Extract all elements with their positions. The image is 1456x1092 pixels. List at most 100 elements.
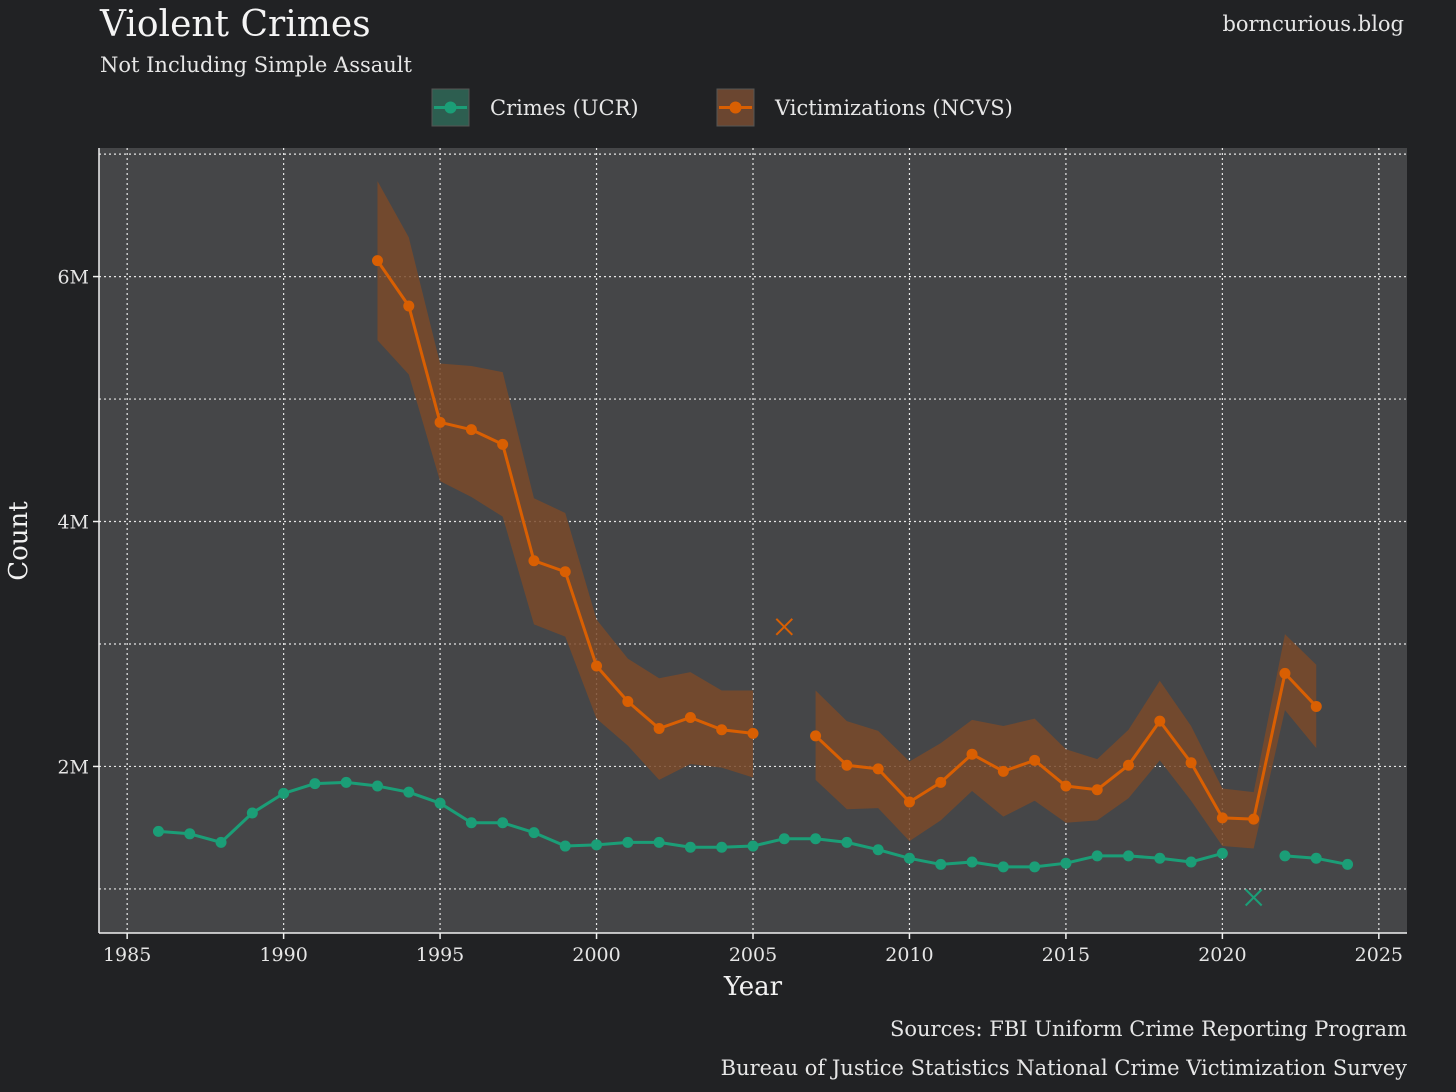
blog-credit: borncurious.blog bbox=[1222, 12, 1404, 36]
y-tick-label: 2M bbox=[57, 756, 89, 778]
ucr-data-point bbox=[684, 841, 696, 853]
x-tick-label: 1995 bbox=[416, 944, 464, 966]
ucr-data-point bbox=[778, 833, 790, 845]
ucr-data-point bbox=[716, 841, 728, 853]
ucr-data-point bbox=[403, 786, 415, 798]
y-axis-title: Count bbox=[4, 501, 34, 581]
ucr-data-point bbox=[528, 827, 540, 839]
ucr-data-point bbox=[246, 807, 258, 819]
ncvs-data-point bbox=[371, 255, 383, 267]
ncvs-data-point bbox=[1091, 784, 1103, 796]
ncvs-data-point bbox=[684, 711, 696, 723]
ncvs-data-point bbox=[1154, 715, 1166, 727]
ucr-data-point bbox=[1342, 858, 1354, 870]
ncvs-data-point bbox=[497, 438, 509, 450]
ucr-data-point bbox=[1029, 861, 1041, 873]
ncvs-data-point bbox=[747, 727, 759, 739]
ncvs-data-point bbox=[1248, 813, 1260, 825]
ucr-data-point bbox=[935, 858, 947, 870]
x-tick-label: 2005 bbox=[729, 944, 777, 966]
ucr-data-point bbox=[184, 828, 196, 840]
y-tick-label: 6M bbox=[57, 267, 89, 289]
y-axis-ticks: 2M 4M 6M bbox=[57, 267, 99, 778]
chart-title: Violent Crimes bbox=[99, 4, 371, 45]
ucr-data-point bbox=[1154, 852, 1166, 864]
ncvs-data-point bbox=[653, 722, 665, 734]
ncvs-confidence-band bbox=[377, 181, 753, 780]
ucr-data-point bbox=[340, 776, 352, 788]
ucr-data-point bbox=[841, 836, 853, 848]
ucr-data-point bbox=[278, 787, 290, 799]
x-tick-label: 2010 bbox=[885, 944, 933, 966]
ucr-data-point bbox=[747, 840, 759, 852]
ncvs-data-point bbox=[1123, 759, 1135, 771]
ucr-data-point bbox=[872, 844, 884, 856]
x-axis-ticks: 1985 1990 1995 2000 2005 2010 2015 2020 2025 bbox=[103, 933, 1403, 966]
ncvs-outlier-marker bbox=[775, 618, 793, 636]
x-axis-title: Year bbox=[723, 972, 783, 1002]
chart-subtitle: Not Including Simple Assault bbox=[100, 53, 413, 77]
ncvs-data-point bbox=[1216, 812, 1228, 824]
ucr-data-point bbox=[215, 836, 227, 848]
ucr-data-point bbox=[903, 852, 915, 864]
ncvs-data-point bbox=[716, 724, 728, 736]
x-tick-label: 2015 bbox=[1042, 944, 1090, 966]
ncvs-data-point bbox=[872, 763, 884, 775]
ucr-data-point bbox=[1279, 850, 1291, 862]
ucr-data-point bbox=[1091, 850, 1103, 862]
legend-label-ucr: Crimes (UCR) bbox=[490, 96, 639, 120]
ucr-data-point bbox=[497, 817, 509, 829]
ucr-data-point bbox=[1123, 850, 1135, 862]
ucr-data-point bbox=[465, 817, 477, 829]
ncvs-data-point bbox=[434, 416, 446, 428]
ncvs-data-point bbox=[559, 566, 571, 578]
ncvs-data-point bbox=[1185, 757, 1197, 769]
ncvs-data-point bbox=[966, 748, 978, 760]
x-tick-label: 2025 bbox=[1355, 944, 1403, 966]
x-tick-label: 1990 bbox=[259, 944, 307, 966]
ucr-data-point bbox=[1216, 847, 1228, 859]
x-tick-label: 2000 bbox=[572, 944, 620, 966]
source-line-2: Bureau of Justice Statistics National Cr… bbox=[721, 1056, 1407, 1080]
ncvs-confidence-band bbox=[815, 634, 1317, 849]
ncvs-data-point bbox=[591, 660, 603, 672]
x-tick-label: 2020 bbox=[1198, 944, 1246, 966]
legend-label-ncvs: Victimizations (NCVS) bbox=[774, 96, 1013, 120]
ucr-data-point bbox=[559, 840, 571, 852]
ucr-data-point bbox=[591, 839, 603, 851]
ncvs-data-point bbox=[1279, 667, 1291, 679]
legend: Crimes (UCR) Victimizations (NCVS) bbox=[431, 88, 1013, 127]
ncvs-outlier-stroke bbox=[775, 618, 793, 636]
source-line-1: Sources: FBI Uniform Crime Reporting Pro… bbox=[890, 1017, 1407, 1041]
ucr-data-point bbox=[1185, 856, 1197, 868]
ucr-outlier-stroke bbox=[1244, 888, 1263, 907]
ucr-data-point bbox=[1060, 857, 1072, 869]
ucr-data-point bbox=[309, 778, 321, 790]
ucr-data-point bbox=[434, 797, 446, 809]
y-tick-label: 4M bbox=[57, 512, 89, 534]
ucr-outlier-marker bbox=[1244, 888, 1263, 907]
ucr-data-point bbox=[1310, 852, 1322, 864]
x-tick-label: 1985 bbox=[103, 944, 151, 966]
ncvs-confidence-bands bbox=[377, 181, 1317, 849]
ncvs-data-point bbox=[1029, 754, 1041, 766]
ncvs-data-point bbox=[935, 776, 947, 788]
ncvs-data-point bbox=[528, 555, 540, 567]
ncvs-data-point bbox=[403, 300, 415, 312]
ncvs-data-point bbox=[841, 759, 853, 771]
ucr-data-point bbox=[997, 861, 1009, 873]
series-points bbox=[152, 255, 1354, 907]
ucr-data-point bbox=[966, 856, 978, 868]
ncvs-data-point bbox=[622, 696, 634, 708]
ucr-data-point bbox=[152, 825, 164, 837]
ncvs-data-point bbox=[903, 796, 915, 808]
ncvs-data-point bbox=[465, 424, 477, 436]
ucr-data-point bbox=[810, 833, 822, 845]
ncvs-data-point bbox=[997, 765, 1009, 777]
ncvs-data-point bbox=[810, 730, 822, 742]
ncvs-data-point bbox=[1310, 700, 1322, 712]
ucr-data-point bbox=[371, 780, 383, 792]
ucr-data-point bbox=[622, 836, 634, 848]
ucr-data-point bbox=[653, 836, 665, 848]
